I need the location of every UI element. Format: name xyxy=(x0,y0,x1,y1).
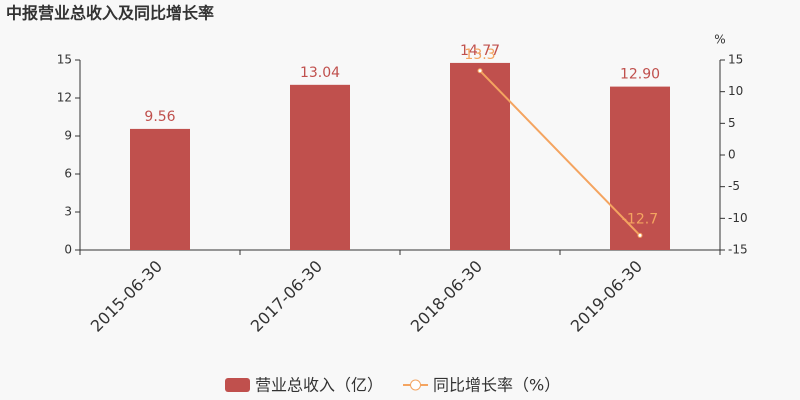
y2-tick-label: -10 xyxy=(728,211,748,225)
bar xyxy=(130,128,190,250)
bar xyxy=(290,84,350,251)
x-tick-label: 2018-06-30 xyxy=(407,257,486,336)
y-tick-label: 3 xyxy=(64,205,72,219)
x-tick-label: 2017-06-30 xyxy=(247,257,326,336)
chart-title: 中报营业总收入及同比增长率 xyxy=(6,4,214,23)
y2-tick-label: 15 xyxy=(728,53,743,67)
x-tick-label: 2015-06-30 xyxy=(87,257,166,336)
y-tick-label: 0 xyxy=(64,243,72,257)
bar-value-label: 14.77 xyxy=(460,43,500,59)
y-tick-label: 15 xyxy=(57,53,72,67)
legend-label: 同比增长率（%） xyxy=(433,376,560,395)
bar-value-label: 9.56 xyxy=(144,109,175,125)
line-value-label: -12.7 xyxy=(622,211,658,227)
y2-tick-label: 0 xyxy=(728,148,736,162)
bar-value-label: 12.90 xyxy=(620,67,660,83)
y2-axis-label: % xyxy=(714,33,725,47)
line xyxy=(479,70,641,237)
legend-label: 营业总收入（亿） xyxy=(255,376,383,395)
line-value-label: 13.3 xyxy=(464,47,495,63)
bar xyxy=(610,86,670,250)
bar-value-label: 13.04 xyxy=(300,65,340,81)
legend-swatch xyxy=(410,379,422,391)
line-point xyxy=(637,232,643,238)
line-point xyxy=(477,68,483,74)
y2-tick-label: -5 xyxy=(728,179,740,193)
y2-tick-label: 5 xyxy=(728,116,736,130)
y2-tick-label: -15 xyxy=(728,243,748,257)
y2-tick-label: 10 xyxy=(728,84,743,98)
y-tick-label: 9 xyxy=(64,129,72,143)
y-tick-label: 6 xyxy=(64,167,72,181)
legend-swatch xyxy=(225,378,250,392)
y-tick-label: 12 xyxy=(57,91,72,105)
x-tick-label: 2019-06-30 xyxy=(567,257,646,336)
bar xyxy=(450,62,510,251)
